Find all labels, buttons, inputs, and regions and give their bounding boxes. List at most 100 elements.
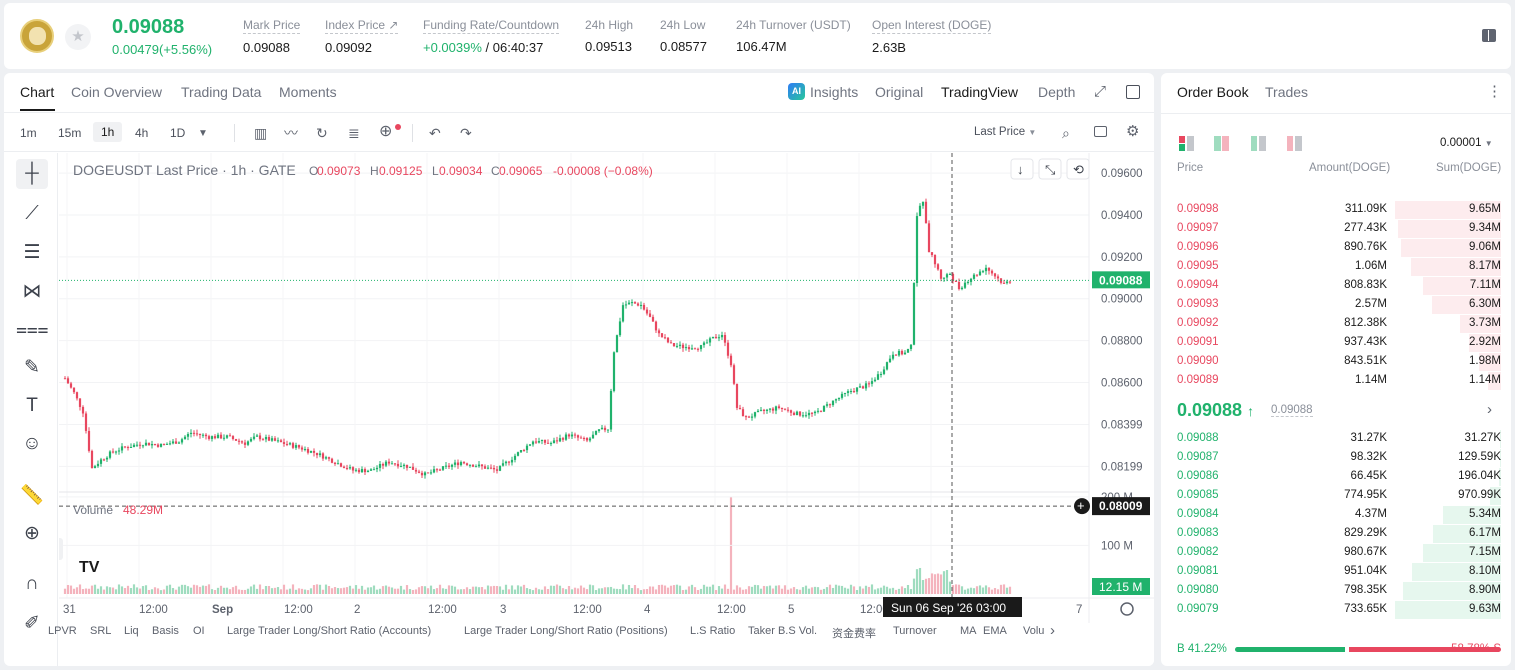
tab-trades[interactable]: Trades	[1265, 84, 1309, 100]
bid-row[interactable]: 0.09080 798.35K 8.90M	[1161, 581, 1511, 600]
indicator-shortcut[interactable]: 资金费率	[832, 628, 876, 640]
price-type-select[interactable]: Last Price ▼	[974, 126, 1037, 138]
expand-icon[interactable]: ⤢	[1094, 83, 1107, 100]
ruler-tool-icon[interactable]: 📏	[20, 485, 44, 506]
tab-moments[interactable]: Moments	[279, 84, 337, 100]
brush-tool-icon[interactable]: ✎	[24, 357, 40, 378]
timeframe-1m[interactable]: 1m	[20, 126, 37, 140]
insights-button[interactable]: Insights	[810, 84, 859, 100]
mid-price[interactable]: 0.09088 ↑	[1177, 400, 1255, 420]
ask-row[interactable]: 0.09098 311.09K 9.65M	[1161, 200, 1511, 219]
redo-icon[interactable]: ↷	[460, 125, 472, 141]
more-menu-icon[interactable]: ⋮	[1487, 83, 1502, 100]
indicator-shortcut[interactable]: Volu	[1023, 625, 1045, 637]
indicator-shortcut[interactable]: OI	[193, 625, 205, 637]
view-original[interactable]: Original	[875, 84, 924, 100]
lock-drawing-icon[interactable]: ✐	[24, 613, 40, 634]
indicator-shortcut[interactable]: Basis	[152, 625, 179, 637]
bid-row[interactable]: 0.09084 4.37M 5.34M	[1161, 505, 1511, 524]
view-depth[interactable]: Depth	[1038, 84, 1076, 100]
fullscreen-icon[interactable]	[1126, 85, 1140, 99]
add-indicator-icon[interactable]: ⊕	[379, 123, 393, 140]
bid-row[interactable]: 0.09088 31.27K 31.27K	[1161, 429, 1511, 448]
ask-row[interactable]: 0.09096 890.76K 9.06M	[1161, 238, 1511, 257]
favorite-star-icon[interactable]: ★	[65, 24, 91, 50]
time-settings-icon[interactable]	[1120, 602, 1134, 616]
settings-gear-icon[interactable]: ⚙	[1126, 123, 1140, 140]
crosshair-tool-icon[interactable]: ┼	[16, 159, 48, 189]
tab-chart[interactable]: Chart	[20, 84, 55, 100]
undo-icon[interactable]: ↶	[429, 125, 441, 141]
view-split-icon[interactable]	[1214, 136, 1229, 151]
view-both-icon[interactable]	[1179, 136, 1194, 151]
indicator-shortcut[interactable]: L.S Ratio	[690, 625, 736, 637]
timeframe-1h[interactable]: 1h	[93, 122, 123, 142]
tab-trading-data[interactable]: Trading Data	[181, 84, 262, 100]
indicator-shortcut[interactable]: EMA	[983, 625, 1007, 637]
indicator-shortcut[interactable]: MA	[960, 625, 977, 637]
chevron-right-icon[interactable]: ›	[1487, 401, 1492, 418]
candle-body	[363, 469, 367, 473]
bid-row[interactable]: 0.09082 980.67K 7.15M	[1161, 543, 1511, 562]
chevron-right-icon[interactable]: ›	[1050, 622, 1055, 639]
bid-row[interactable]: 0.09085 774.95K 970.99K	[1161, 486, 1511, 505]
indicator-shortcut[interactable]: Large Trader Long/Short Ratio (Accounts)	[227, 625, 432, 637]
indicator-shortcut[interactable]: Taker B.S Vol.	[748, 625, 818, 637]
timeframe-dropdown-icon[interactable]: ▼	[198, 128, 208, 139]
bid-row[interactable]: 0.09087 98.32K 129.59K	[1161, 448, 1511, 467]
ask-row[interactable]: 0.09093 2.57M 6.30M	[1161, 295, 1511, 314]
ask-row[interactable]: 0.09090 843.51K 1.98M	[1161, 352, 1511, 371]
tab-order-book[interactable]: Order Book	[1177, 84, 1249, 100]
collapse-toolbar-handle[interactable]	[59, 538, 63, 560]
external-link-icon[interactable]: ↗	[388, 18, 399, 32]
timeframe-15m[interactable]: 15m	[58, 126, 82, 140]
volume-bar	[372, 585, 376, 594]
add-alert-icon[interactable]	[1074, 498, 1090, 515]
timeframe-4h[interactable]: 4h	[135, 126, 149, 140]
indicator-shortcut[interactable]: Turnover	[893, 625, 937, 637]
volume-bar	[501, 589, 505, 594]
candle-style-icon[interactable]: ▥	[254, 125, 268, 141]
ask-row[interactable]: 0.09095 1.06M 8.17M	[1161, 257, 1511, 276]
templates-icon[interactable]: ≣	[348, 125, 360, 141]
bid-row[interactable]: 0.09083 829.29K 6.17M	[1161, 524, 1511, 543]
horizontal-lines-tool-icon[interactable]: ☰	[23, 242, 41, 263]
search-icon[interactable]: ⌕	[1062, 125, 1070, 141]
fib-tool-icon[interactable]: ⩶	[16, 319, 49, 340]
view-tradingview[interactable]: TradingView	[941, 84, 1019, 100]
bid-row[interactable]: 0.09081 951.04K 8.10M	[1161, 562, 1511, 581]
ask-row[interactable]: 0.09092 812.38K 3.73M	[1161, 314, 1511, 333]
reset-chart-icon[interactable]	[1066, 158, 1090, 180]
text-tool-icon[interactable]: T	[26, 395, 38, 416]
indicators-icon[interactable]: 〰	[284, 125, 298, 141]
collapse-icon[interactable]	[1038, 158, 1062, 180]
zoom-in-tool-icon[interactable]: ⊕	[24, 523, 40, 544]
guide-book-icon[interactable]	[1482, 29, 1496, 42]
precision-select[interactable]: 0.00001 ▼	[1440, 137, 1493, 149]
ask-row[interactable]: 0.09089 1.14M 1.14M	[1161, 371, 1511, 390]
emoji-tool-icon[interactable]: ☺	[22, 433, 42, 454]
trend-line-tool-icon[interactable]: ⟋	[25, 203, 39, 224]
magnet-tool-icon[interactable]: ∩	[25, 573, 39, 594]
view-bids-icon[interactable]	[1251, 136, 1266, 151]
ask-row[interactable]: 0.09097 277.43K 9.34M	[1161, 219, 1511, 238]
indicator-shortcut[interactable]: Liq	[124, 625, 139, 637]
indicator-shortcut[interactable]: SRL	[90, 625, 112, 637]
bid-row[interactable]: 0.09086 66.45K 196.04K	[1161, 467, 1511, 486]
camera-icon[interactable]	[1094, 126, 1107, 137]
bid-row[interactable]: 0.09079 733.65K 9.63M	[1161, 600, 1511, 619]
indicator-shortcut[interactable]: LPVR	[48, 625, 77, 637]
ask-row[interactable]: 0.09094 808.83K 7.11M	[1161, 276, 1511, 295]
replay-icon[interactable]: ↻	[316, 125, 328, 141]
ask-row[interactable]: 0.09091 937.43K 2.92M	[1161, 333, 1511, 352]
stat-index-price[interactable]: Index Price ↗ 0.09092	[325, 18, 399, 55]
tab-coin-overview[interactable]: Coin Overview	[71, 84, 163, 100]
view-asks-icon[interactable]	[1287, 136, 1302, 151]
indicator-shortcut[interactable]: Large Trader Long/Short Ratio (Positions…	[464, 625, 668, 637]
price-chart[interactable]: 0.09600 0.09400 0.09200 0.09000 0.08800 0.086…	[59, 153, 1154, 666]
timeframe-1d[interactable]: 1D	[170, 126, 186, 140]
volume-bar	[477, 587, 481, 594]
pattern-tool-icon[interactable]: ⋈	[22, 281, 42, 302]
candle-body	[591, 434, 595, 439]
scroll-to-latest-icon[interactable]	[1010, 158, 1034, 180]
